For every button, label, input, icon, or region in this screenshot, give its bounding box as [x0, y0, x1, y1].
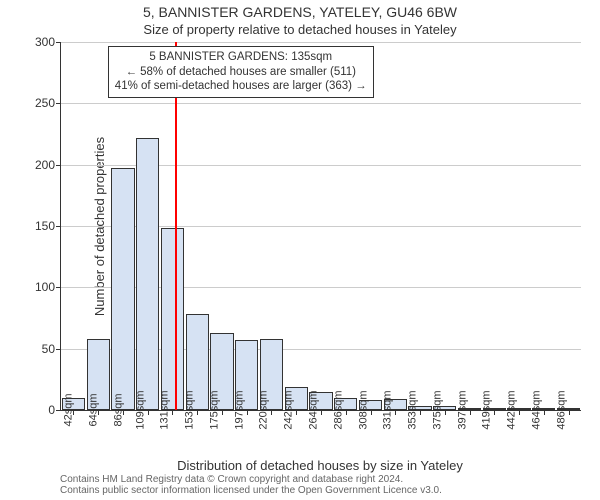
annotation-line: ← 58% of detached houses are smaller (51… — [115, 65, 367, 79]
xtick-mark — [420, 410, 421, 415]
xtick-mark — [247, 410, 248, 415]
xtick-mark — [172, 410, 173, 415]
ytick-label: 200 — [35, 158, 61, 172]
ytick-label: 250 — [35, 96, 61, 110]
annotation-line: 41% of semi-detached houses are larger (… — [115, 79, 367, 93]
grid-line — [61, 42, 581, 43]
xtick-label: 197sqm — [227, 390, 245, 429]
ytick-label: 100 — [35, 280, 61, 294]
xtick-label: 42sqm — [57, 393, 75, 426]
xtick-label: 419sqm — [475, 390, 493, 429]
xtick-label: 486sqm — [549, 390, 567, 429]
xtick-mark — [519, 410, 520, 415]
xtick-label: 442sqm — [500, 390, 518, 429]
plot-area: 05010015020025030042sqm64sqm86sqm109sqm1… — [60, 42, 581, 411]
xtick-label: 153sqm — [178, 390, 196, 429]
xtick-mark — [470, 410, 471, 415]
footer-line-2: Contains public sector information licen… — [60, 485, 442, 496]
chart-title: 5, BANNISTER GARDENS, YATELEY, GU46 6BW — [0, 4, 600, 20]
xtick-label: 397sqm — [450, 390, 468, 429]
xtick-label: 131sqm — [153, 390, 171, 429]
xtick-mark — [395, 410, 396, 415]
xtick-label: 464sqm — [524, 390, 542, 429]
ytick-label: 150 — [35, 219, 61, 233]
footer-line-1: Contains HM Land Registry data © Crown c… — [60, 474, 442, 485]
xtick-label: 220sqm — [252, 390, 270, 429]
ytick-label: 300 — [35, 35, 61, 49]
histogram-bar — [136, 138, 159, 410]
histogram-bar — [111, 168, 134, 410]
xtick-mark — [569, 410, 570, 415]
annotation-line: 5 BANNISTER GARDENS: 135sqm — [115, 50, 367, 64]
xtick-label: 375sqm — [425, 390, 443, 429]
xtick-mark — [494, 410, 495, 415]
xtick-mark — [321, 410, 322, 415]
xtick-label: 109sqm — [128, 390, 146, 429]
xtick-mark — [544, 410, 545, 415]
xtick-mark — [148, 410, 149, 415]
xtick-label: 286sqm — [326, 390, 344, 429]
xtick-label: 331sqm — [376, 390, 394, 429]
xtick-mark — [371, 410, 372, 415]
xtick-mark — [296, 410, 297, 415]
xtick-label: 64sqm — [82, 393, 100, 426]
xtick-mark — [197, 410, 198, 415]
grid-line — [61, 103, 581, 104]
xtick-label: 308sqm — [351, 390, 369, 429]
xtick-label: 264sqm — [301, 390, 319, 429]
chart-root: { "chart": { "type": "histogram", "title… — [0, 0, 600, 500]
xtick-mark — [346, 410, 347, 415]
xtick-mark — [222, 410, 223, 415]
chart-subtitle: Size of property relative to detached ho… — [0, 22, 600, 37]
xtick-mark — [445, 410, 446, 415]
footer-attribution: Contains HM Land Registry data © Crown c… — [60, 474, 442, 496]
histogram-bar — [161, 228, 184, 410]
x-axis-label: Distribution of detached houses by size … — [60, 458, 580, 473]
xtick-label: 353sqm — [400, 390, 418, 429]
xtick-label: 242sqm — [277, 390, 295, 429]
ytick-label: 50 — [42, 342, 61, 356]
xtick-label: 175sqm — [202, 390, 220, 429]
xtick-label: 86sqm — [106, 393, 124, 426]
annotation-box: 5 BANNISTER GARDENS: 135sqm← 58% of deta… — [108, 46, 374, 97]
xtick-mark — [271, 410, 272, 415]
